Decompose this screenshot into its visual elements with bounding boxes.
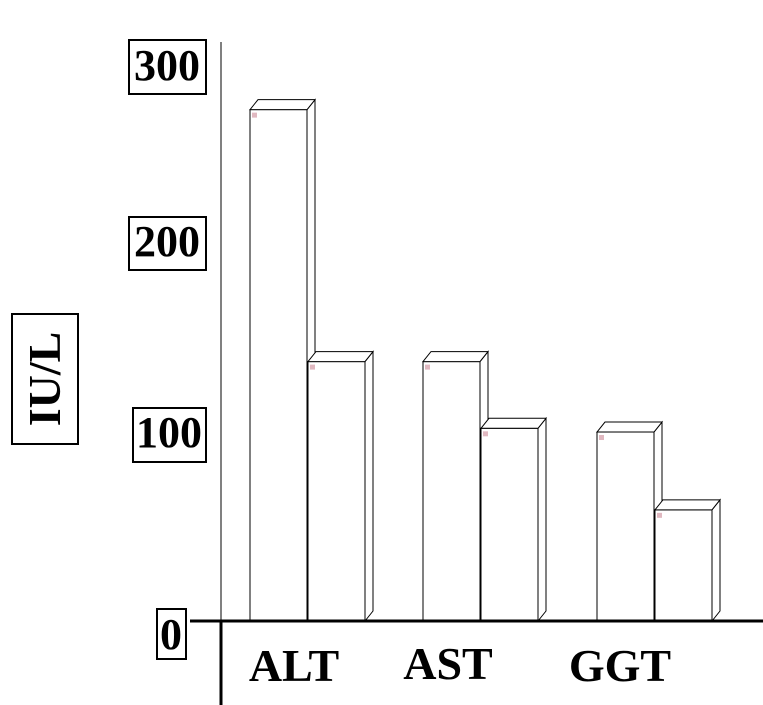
bar-marker [483, 431, 488, 437]
bar-ggt-1 [595, 420, 664, 623]
bar-ggt-2 [653, 498, 722, 623]
bar-marker [599, 435, 604, 441]
bar-ast-2 [479, 416, 548, 623]
bars-group [248, 98, 722, 623]
y-tick-label-100: 100 [136, 408, 202, 457]
bar-alt-2 [306, 350, 375, 623]
bar-ast-1 [421, 350, 490, 623]
y-tick-200: 200 [128, 216, 207, 271]
bar-marker [657, 512, 662, 518]
category-label-alt: ALT [249, 640, 339, 691]
category-label-ast: AST [403, 638, 492, 689]
bar-marker [252, 112, 257, 118]
y-tick-label-200: 200 [134, 217, 200, 266]
y-axis-label-text: IU/L [19, 332, 70, 427]
bar-alt-1 [248, 98, 317, 623]
y-tick-300: 300 [128, 39, 207, 95]
bar-marker [310, 364, 315, 370]
bar-marker [425, 364, 430, 370]
y-tick-label-300: 300 [134, 41, 200, 90]
y-tick-0: 0 [156, 608, 187, 660]
y-tick-100: 100 [132, 407, 207, 463]
y-tick-label-0: 0 [160, 610, 182, 659]
category-label-ggt: GGT [569, 640, 671, 691]
y-axis-label: IU/L [11, 313, 79, 445]
